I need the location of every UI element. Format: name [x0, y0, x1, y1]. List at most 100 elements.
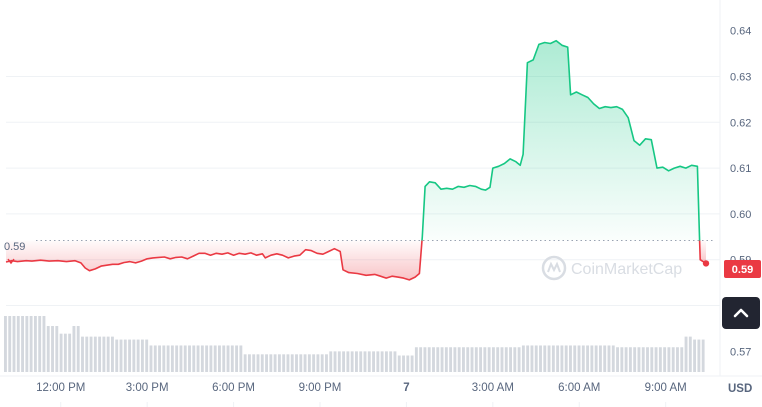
start-marker-icon: [7, 258, 15, 265]
volume-bar: [624, 347, 628, 372]
reference-value-label: 0.59: [4, 241, 25, 253]
volume-bar: [363, 351, 367, 372]
volume-bar: [427, 347, 431, 372]
volume-bar: [179, 345, 183, 372]
volume-bar: [265, 354, 268, 372]
price-segment-down: [5, 240, 423, 281]
volume-bar: [526, 345, 530, 372]
x-tick-label: 12:00 PM: [36, 382, 85, 394]
volume-bar: [33, 316, 37, 372]
volume-bar: [119, 339, 123, 372]
volume-bar: [603, 345, 607, 372]
volume-bar: [55, 326, 59, 372]
volume-bar: [397, 355, 401, 372]
volume-bar: [76, 326, 80, 372]
volume-bar: [616, 347, 619, 372]
volume-bar: [654, 347, 658, 372]
volume-bar: [170, 345, 174, 372]
volume-bar: [16, 316, 20, 372]
volume-bar: [637, 347, 641, 372]
volume-bar: [414, 347, 418, 372]
volume-bar: [487, 347, 491, 372]
volume-bar: [85, 336, 89, 372]
volume-bar: [491, 347, 495, 372]
volume-bar: [277, 354, 281, 372]
volume-bar: [25, 316, 29, 372]
volume-bar: [188, 345, 191, 372]
y-tick-label: 0.64: [730, 26, 751, 38]
volume-bar: [286, 354, 290, 372]
volume-bar: [569, 345, 572, 372]
volume-bar: [577, 345, 581, 372]
volume-bar: [432, 347, 435, 372]
volume-bar: [346, 351, 350, 372]
volume-bar: [200, 345, 204, 372]
volume-bar: [59, 333, 63, 372]
volume-bar: [466, 347, 470, 372]
watermark: CoinMarketCap: [541, 255, 682, 281]
volume-bar: [209, 345, 213, 372]
volume-bar: [158, 345, 161, 372]
volume-bar: [633, 347, 637, 372]
volume-bar: [607, 345, 611, 372]
volume-bar: [551, 345, 555, 372]
volume-bar: [252, 354, 256, 372]
volume-bar: [547, 345, 551, 372]
volume-bar: [8, 316, 12, 372]
volume-bar: [153, 345, 157, 372]
volume-bar: [470, 347, 474, 372]
volume-bar: [333, 351, 337, 372]
volume-bar: [462, 347, 465, 372]
volume-bar: [183, 345, 187, 372]
volume-bar: [68, 333, 72, 372]
volume-bar: [509, 347, 512, 372]
x-tick-label: 3:00 AM: [472, 382, 514, 394]
volume-bar: [42, 316, 46, 372]
volume-bar: [423, 347, 427, 372]
volume-bar: [235, 345, 239, 372]
volume-bar: [402, 355, 405, 372]
price-segment-up: [421, 39, 701, 241]
volume-bar: [611, 345, 615, 372]
volume-bars: [4, 316, 705, 372]
volume-bar: [4, 316, 7, 372]
volume-bar: [521, 345, 525, 372]
volume-bar: [166, 345, 170, 372]
volume-bar: [337, 351, 341, 372]
volume-bar: [273, 354, 277, 372]
x-tick-label: 9:00 PM: [299, 382, 342, 394]
x-tick-label: 6:00 PM: [212, 382, 255, 394]
price-line: [5, 39, 710, 281]
last-price-dot: [702, 260, 710, 267]
volume-bar: [359, 351, 363, 372]
volume-bar: [145, 339, 149, 372]
volume-bar: [295, 354, 298, 372]
scroll-to-top-button[interactable]: [722, 297, 760, 329]
volume-bar: [12, 316, 16, 372]
volume-bar: [440, 347, 444, 372]
volume-bar: [457, 347, 461, 372]
volume-bar: [646, 347, 649, 372]
volume-bar: [98, 336, 102, 372]
volume-bar: [269, 354, 273, 372]
volume-bar: [573, 345, 577, 372]
volume-bar: [355, 351, 358, 372]
coinmarketcap-logo-icon: [541, 255, 567, 281]
volume-bar: [620, 347, 624, 372]
volume-bar: [243, 354, 247, 372]
x-tick-label: 9:00 AM: [645, 382, 687, 394]
x-tick-label: 3:00 PM: [126, 382, 169, 394]
volume-bar: [504, 347, 508, 372]
volume-bar: [534, 345, 538, 372]
volume-bar: [517, 347, 521, 372]
y-tick-label: 0.60: [730, 209, 751, 221]
volume-bar: [701, 339, 705, 372]
last-price-label: 0.59: [732, 264, 753, 276]
volume-bar: [63, 333, 67, 372]
volume-bar: [453, 347, 457, 372]
volume-bar: [479, 347, 483, 372]
area-below-reference: [6, 240, 422, 280]
volume-bar: [393, 351, 397, 372]
volume-bar: [590, 345, 594, 372]
volume-bar: [697, 339, 701, 372]
